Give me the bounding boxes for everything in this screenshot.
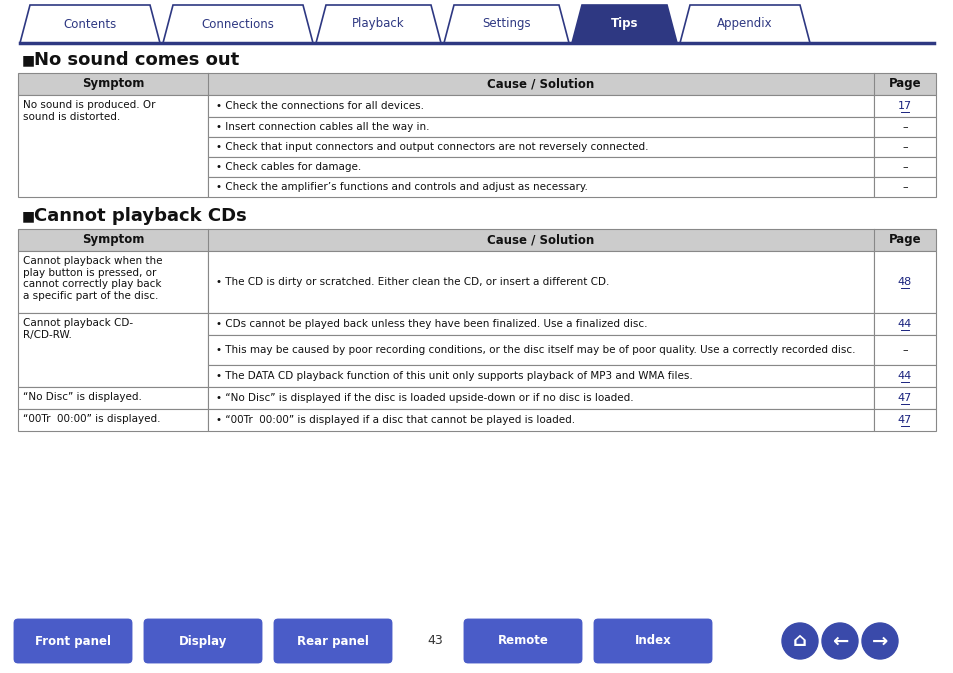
- Text: • Check the connections for all devices.: • Check the connections for all devices.: [215, 101, 423, 111]
- Text: Index: Index: [634, 635, 671, 647]
- Bar: [18, 313, 208, 387]
- Text: “No Disc” is displayed.: “No Disc” is displayed.: [23, 392, 142, 402]
- FancyBboxPatch shape: [143, 618, 263, 664]
- Text: –: –: [902, 122, 907, 132]
- FancyBboxPatch shape: [462, 618, 582, 664]
- Text: • “00Tr  00:00” is displayed if a disc that cannot be played is loaded.: • “00Tr 00:00” is displayed if a disc th…: [215, 415, 575, 425]
- Text: • Check cables for damage.: • Check cables for damage.: [215, 162, 361, 172]
- Text: Cause / Solution: Cause / Solution: [487, 234, 594, 246]
- Bar: [208, 95, 873, 117]
- Text: –: –: [902, 182, 907, 192]
- Text: • The DATA CD playback function of this unit only supports playback of MP3 and W: • The DATA CD playback function of this …: [215, 371, 692, 381]
- Bar: [208, 117, 873, 137]
- Text: Playback: Playback: [352, 17, 404, 30]
- Polygon shape: [315, 5, 440, 43]
- Bar: [873, 117, 935, 137]
- Text: No sound comes out: No sound comes out: [34, 51, 239, 69]
- Text: Cannot playback CD-
R/CD-RW.: Cannot playback CD- R/CD-RW.: [23, 318, 133, 340]
- Polygon shape: [572, 5, 677, 43]
- Bar: [873, 157, 935, 177]
- Text: Display: Display: [178, 635, 227, 647]
- Bar: [873, 137, 935, 157]
- Bar: [208, 177, 873, 197]
- Text: Settings: Settings: [481, 17, 530, 30]
- Bar: [873, 335, 935, 365]
- Text: Tips: Tips: [610, 17, 638, 30]
- Text: • Check that input connectors and output connectors are not reversely connected.: • Check that input connectors and output…: [215, 142, 648, 152]
- Text: –: –: [902, 345, 907, 355]
- Text: Connections: Connections: [201, 17, 274, 30]
- Text: No sound is produced. Or
sound is distorted.: No sound is produced. Or sound is distor…: [23, 100, 155, 122]
- Circle shape: [781, 623, 817, 659]
- Bar: [208, 137, 873, 157]
- Bar: [208, 365, 873, 387]
- Bar: [873, 177, 935, 197]
- Bar: [208, 409, 873, 431]
- Text: 47: 47: [897, 415, 911, 425]
- FancyBboxPatch shape: [273, 618, 393, 664]
- Text: –: –: [902, 142, 907, 152]
- Text: Rear panel: Rear panel: [296, 635, 369, 647]
- Text: “00Tr  00:00” is displayed.: “00Tr 00:00” is displayed.: [23, 414, 160, 424]
- Bar: [873, 251, 935, 313]
- Circle shape: [862, 623, 897, 659]
- Text: Page: Page: [888, 234, 921, 246]
- Bar: [208, 335, 873, 365]
- Text: • “No Disc” is displayed if the disc is loaded upside-down or if no disc is load: • “No Disc” is displayed if the disc is …: [215, 393, 633, 403]
- Text: 17: 17: [897, 101, 911, 111]
- Text: 48: 48: [897, 277, 911, 287]
- Text: Cause / Solution: Cause / Solution: [487, 77, 594, 90]
- Text: • The CD is dirty or scratched. Either clean the CD, or insert a different CD.: • The CD is dirty or scratched. Either c…: [215, 277, 609, 287]
- Bar: [873, 387, 935, 409]
- FancyBboxPatch shape: [593, 618, 712, 664]
- Text: –: –: [902, 162, 907, 172]
- Polygon shape: [679, 5, 809, 43]
- Text: • Check the amplifier’s functions and controls and adjust as necessary.: • Check the amplifier’s functions and co…: [215, 182, 587, 192]
- Text: Cannot playback CDs: Cannot playback CDs: [34, 207, 247, 225]
- Polygon shape: [20, 5, 160, 43]
- Text: • This may be caused by poor recording conditions, or the disc itself may be of : • This may be caused by poor recording c…: [215, 345, 855, 355]
- Circle shape: [821, 623, 857, 659]
- Bar: [208, 313, 873, 335]
- Text: Symptom: Symptom: [82, 77, 144, 90]
- Bar: [873, 409, 935, 431]
- Bar: [18, 73, 935, 95]
- Bar: [18, 95, 208, 197]
- Bar: [18, 229, 935, 251]
- Bar: [208, 251, 873, 313]
- Bar: [18, 409, 208, 431]
- Text: 47: 47: [897, 393, 911, 403]
- Text: 43: 43: [427, 635, 442, 647]
- Text: ■: ■: [22, 53, 35, 67]
- Text: Contents: Contents: [63, 17, 116, 30]
- Bar: [208, 157, 873, 177]
- Polygon shape: [163, 5, 313, 43]
- Text: →: →: [871, 631, 887, 651]
- Bar: [873, 365, 935, 387]
- Bar: [873, 95, 935, 117]
- FancyBboxPatch shape: [13, 618, 132, 664]
- Bar: [208, 387, 873, 409]
- Bar: [18, 251, 208, 313]
- Text: 44: 44: [897, 371, 911, 381]
- Bar: [873, 313, 935, 335]
- Text: • Insert connection cables all the way in.: • Insert connection cables all the way i…: [215, 122, 429, 132]
- Text: ■: ■: [22, 209, 35, 223]
- Text: ←: ←: [831, 631, 847, 651]
- Text: • CDs cannot be played back unless they have been finalized. Use a finalized dis: • CDs cannot be played back unless they …: [215, 319, 647, 329]
- Text: Cannot playback when the
play button is pressed, or
cannot correctly play back
a: Cannot playback when the play button is …: [23, 256, 162, 301]
- Text: Page: Page: [888, 77, 921, 90]
- Text: Front panel: Front panel: [35, 635, 111, 647]
- Text: 44: 44: [897, 319, 911, 329]
- Text: Appendix: Appendix: [717, 17, 772, 30]
- Text: Remote: Remote: [497, 635, 548, 647]
- Polygon shape: [443, 5, 568, 43]
- Text: Symptom: Symptom: [82, 234, 144, 246]
- Bar: [18, 387, 208, 409]
- Text: ⌂: ⌂: [792, 631, 806, 651]
